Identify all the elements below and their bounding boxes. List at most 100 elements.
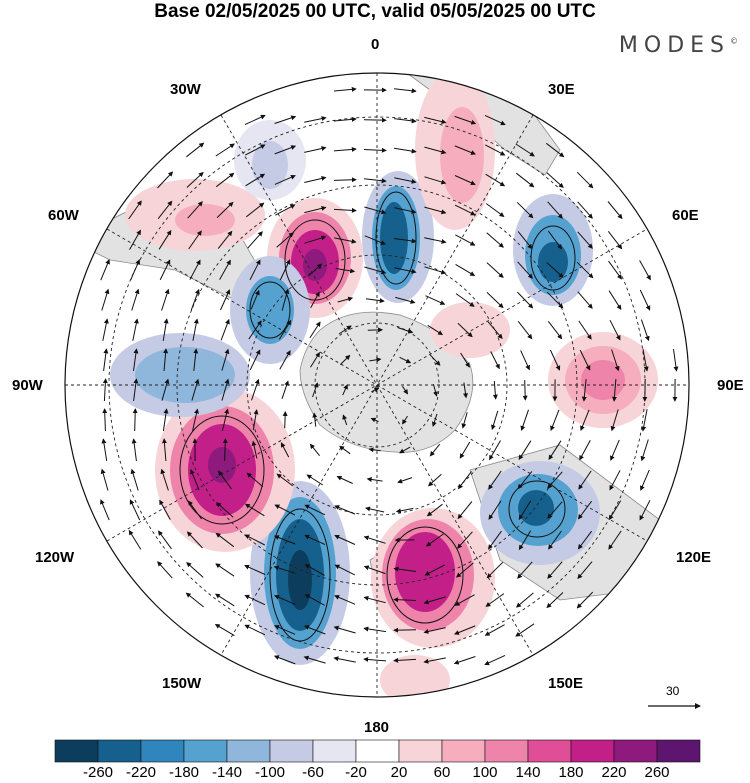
wind-arrow	[610, 439, 620, 461]
wind-arrow	[308, 263, 323, 277]
wind-arrow	[304, 146, 327, 153]
wind-arrow	[282, 410, 288, 429]
wind-arrow	[160, 468, 169, 491]
colorbar-swatch	[656, 739, 701, 763]
blob-positive-8	[380, 655, 450, 697]
wind-arrow	[577, 231, 593, 249]
wind-arrow	[247, 231, 263, 249]
wind-arrow	[310, 291, 320, 309]
wind-arrow	[131, 438, 137, 461]
page-title: Base 02/05/2025 00 UTC, valid 05/05/2025…	[154, 1, 596, 22]
wind-arrow	[611, 349, 620, 372]
wind-arrow	[334, 534, 356, 545]
brand-mark: ©	[730, 36, 738, 46]
wind-arrow	[130, 468, 139, 491]
wind-arrow	[393, 597, 417, 603]
lon-label-30e: 30E	[548, 81, 575, 98]
wind-arrow	[394, 238, 417, 244]
wind-arrow	[132, 318, 139, 341]
wind-arrow	[608, 530, 622, 550]
wind-arrow	[333, 86, 357, 92]
wind-arrow	[188, 230, 202, 250]
wind-arrow	[517, 261, 533, 279]
wind-arrow	[484, 624, 505, 636]
wind-arrow	[363, 535, 386, 544]
wind-arrow	[245, 202, 265, 218]
wind-arrow	[454, 625, 476, 635]
wind-arrow	[454, 204, 476, 216]
wind-arrow	[368, 447, 381, 453]
wind-arrow	[304, 176, 327, 183]
wind-arrow	[455, 234, 476, 246]
colorbar-swatch	[97, 739, 142, 763]
wind-arrow	[333, 116, 357, 122]
wind-arrow	[193, 348, 199, 371]
wind-arrow	[455, 263, 476, 277]
wind-arrow	[611, 378, 617, 402]
lon-label-150w: 150W	[162, 675, 202, 692]
wind-arrow	[161, 378, 170, 401]
wind-arrow	[395, 296, 416, 304]
wind-arrow	[333, 177, 357, 183]
wind-arrow	[394, 267, 417, 274]
wind-arrow	[364, 235, 386, 245]
wind-arrow	[249, 349, 261, 371]
wind-arrow	[393, 566, 416, 572]
wind-arrow	[455, 293, 475, 307]
wind-arrow	[486, 292, 504, 309]
wind-arrow	[334, 595, 356, 605]
colorbar-tick-label: 180	[558, 764, 584, 781]
wind-arrow	[186, 531, 203, 549]
wind-arrow	[610, 409, 619, 432]
wind-arrow	[545, 142, 565, 158]
wind-arrow	[131, 288, 140, 311]
wind-arrow	[394, 118, 417, 124]
wind-arrow	[484, 114, 506, 126]
wind-arrow	[101, 288, 110, 311]
wind-arrow	[576, 261, 594, 279]
wind-arrow	[303, 625, 326, 635]
wind-arrow	[102, 318, 109, 341]
wind-arrow	[673, 349, 679, 372]
colorbar-swatch	[441, 739, 486, 763]
wind-arrow	[334, 564, 356, 576]
wind-arrow	[454, 594, 475, 606]
wind-arrow	[429, 354, 441, 366]
wind-arrow	[252, 409, 259, 431]
wind-arrow	[221, 408, 230, 431]
wind-arrow	[491, 410, 499, 430]
wind-arrow	[219, 259, 231, 280]
wind-arrow	[518, 530, 532, 551]
wind-arrow	[639, 260, 651, 281]
wind-arrow	[215, 172, 235, 188]
wind-arrow	[607, 201, 623, 220]
wind-arrow	[424, 237, 447, 244]
wind-arrow	[459, 441, 471, 459]
wind-arrow	[342, 384, 348, 396]
lon-label-150e: 150E	[548, 675, 584, 692]
colorbar-swatch	[613, 739, 658, 763]
wind-arrow	[215, 532, 235, 548]
wind-arrow	[364, 178, 387, 184]
wind-arrow	[369, 357, 382, 363]
wind-arrow	[457, 322, 473, 338]
wind-arrow	[640, 319, 650, 342]
wind-arrow	[399, 356, 412, 364]
wind-arrow	[303, 655, 326, 664]
wind-arrow	[163, 348, 169, 372]
wind-arrow	[402, 415, 408, 425]
wind-arrow	[128, 200, 142, 220]
wind-arrow	[304, 116, 327, 123]
wind-arrow	[333, 625, 356, 634]
wind-arrow	[454, 175, 476, 186]
wind-arrow	[457, 501, 473, 520]
wind-arrow	[274, 174, 296, 185]
wind-arrow	[581, 379, 587, 402]
blob-positive-2	[548, 332, 658, 428]
wind-arrow	[304, 205, 327, 214]
wind-arrow	[608, 290, 622, 311]
wind-arrow	[394, 88, 417, 94]
colorbar-swatch	[355, 739, 400, 763]
wind-arrow	[578, 470, 592, 490]
wind-arrow	[275, 204, 296, 216]
